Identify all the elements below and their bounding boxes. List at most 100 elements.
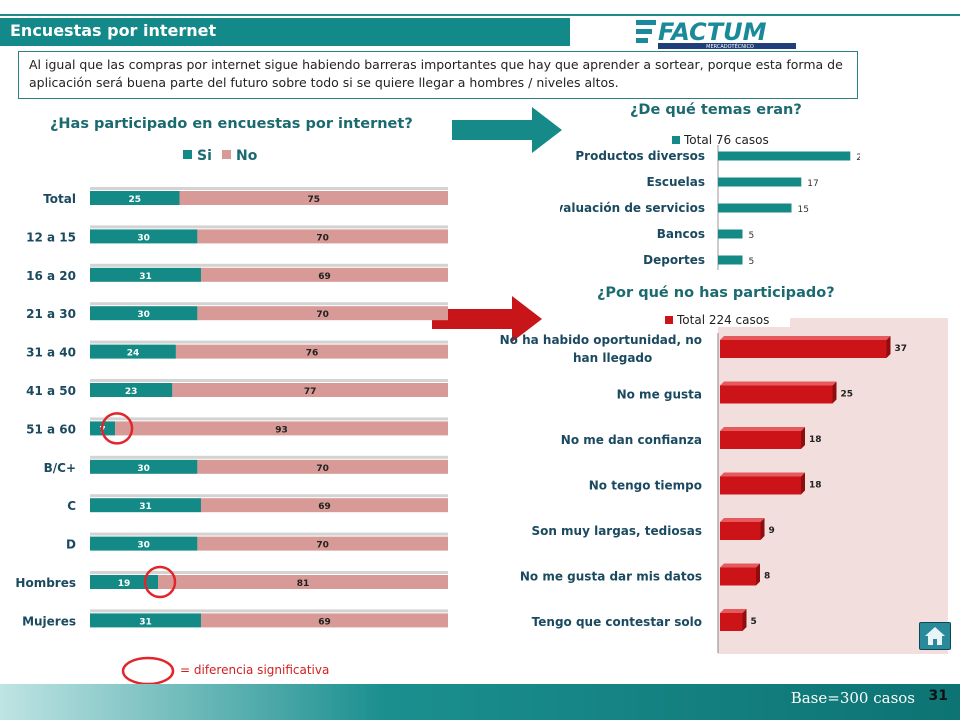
bar [718, 229, 743, 239]
bar [718, 203, 792, 213]
category-label: No ha habido oportunidad, no han llegado [500, 333, 702, 365]
value-label-no: 93 [275, 425, 288, 435]
footer-band [0, 684, 960, 720]
page-title: Encuestas por internet [10, 21, 217, 40]
category-label: Tengo que contestar solo [532, 615, 702, 629]
significance-circle-icon [100, 412, 134, 445]
bar [720, 613, 743, 631]
chart3-legend-swatch [665, 316, 673, 324]
home-icon [925, 627, 945, 645]
value-label-si: 30 [137, 541, 150, 551]
bar [720, 340, 887, 358]
bar-no [200, 498, 448, 513]
bar-side [801, 427, 805, 449]
value-label: 5 [749, 231, 755, 241]
value-label: 37 [895, 344, 908, 354]
bar-shadow [90, 379, 448, 382]
value-label-no: 70 [316, 464, 329, 474]
category-label: Son muy largas, tediosas [531, 524, 702, 538]
bar-shadow [90, 494, 448, 498]
bar-top [720, 563, 760, 568]
bar [720, 476, 801, 495]
bar-si [90, 536, 198, 551]
category-label: Bancos [657, 227, 705, 241]
value-label: 17 [807, 179, 818, 189]
category-label: Mujeres [22, 614, 76, 628]
value-label-no: 69 [318, 617, 331, 627]
bar-no [172, 383, 448, 397]
arrow-right-icon [432, 296, 542, 342]
bar-side [760, 518, 765, 540]
chart1-bars: Total 25 75 12 a 15 30 70 16 a 20 31 69 21 a 30 30… [15, 187, 449, 628]
category-label: 16 a 20 [26, 269, 76, 283]
bar-no [200, 613, 448, 628]
bar-no [197, 306, 448, 321]
bar-top [720, 427, 805, 431]
reasons-chart: Total 224 casos 37 No ha habido oportunid… [500, 309, 948, 654]
bar [720, 431, 801, 449]
bar-top [720, 381, 837, 386]
bar-side [832, 381, 837, 404]
value-label: 9 [769, 526, 775, 536]
legend-label-no: No [236, 148, 258, 164]
value-label: 18 [809, 435, 822, 445]
bar-si [90, 191, 180, 205]
bar-top [720, 609, 747, 613]
title-bar: Encuestas por internet [0, 18, 570, 46]
chart3-legend-label: Total 224 casos [676, 313, 769, 327]
bar-no [200, 267, 448, 282]
bar-si [90, 575, 159, 589]
bar-top [720, 336, 891, 340]
value-label-si: 24 [127, 349, 140, 359]
bar [718, 255, 743, 265]
chart2-legend-swatch [672, 136, 680, 144]
bar-shadow [90, 225, 448, 229]
value-label-no: 81 [297, 579, 310, 589]
value-label: 18 [809, 481, 822, 491]
bar-top [720, 472, 805, 477]
significance-circle-icon [143, 565, 177, 599]
home-button[interactable] [919, 622, 951, 650]
legend-swatch-no [222, 150, 231, 159]
arrow-right-icon [452, 107, 562, 153]
value-label-no: 69 [318, 502, 331, 512]
category-label: Hombres [15, 576, 76, 590]
note-box: Al igual que las compras por internet si… [18, 51, 858, 99]
chart2-legend-label: Total 76 casos [683, 133, 769, 147]
bar-si [90, 344, 176, 359]
legend-label-si: Si [197, 148, 212, 164]
value-label-si: 19 [118, 579, 131, 589]
category-label-line: No ha habido oportunidad, no [500, 333, 702, 347]
category-label: No me gusta [617, 388, 702, 402]
category-label: 12 a 15 [26, 230, 76, 244]
category-label: D [66, 538, 76, 552]
factum-logo: FACTUM MERCADOTÉCNICO [636, 18, 796, 50]
chart2-title: ¿De qué temas eran? [630, 102, 802, 118]
bar-shadow [90, 263, 448, 267]
chart2-bars: Productos diversos 27 Escuelas 17 Evaluación… [560, 149, 860, 267]
bar [720, 522, 761, 540]
value-label-no: 69 [318, 272, 331, 282]
value-label-si: 30 [137, 233, 150, 243]
bar [718, 177, 802, 187]
category-label-line: No me dan confianza [561, 433, 702, 447]
value-label: 5 [749, 257, 755, 267]
bar-no [197, 229, 448, 244]
category-label-line: No tengo tiempo [589, 479, 702, 493]
value-label-no: 70 [316, 233, 329, 243]
category-label: No tengo tiempo [589, 479, 702, 493]
top-rule [0, 14, 960, 16]
bar-shadow [90, 302, 448, 306]
category-label: No me dan confianza [561, 433, 702, 447]
value-label: 15 [798, 205, 809, 215]
category-label-line: No me gusta [617, 388, 702, 402]
page-number: 31 [928, 688, 948, 704]
bar-side [742, 609, 747, 631]
bar-no [197, 459, 448, 474]
chart3-title: ¿Por qué no has participado? [597, 285, 835, 301]
value-label-si: 31 [139, 502, 152, 512]
bar-si [90, 498, 201, 513]
bar-no [179, 191, 448, 205]
value-label: 27 [856, 153, 860, 163]
value-label-si: 30 [137, 464, 150, 474]
